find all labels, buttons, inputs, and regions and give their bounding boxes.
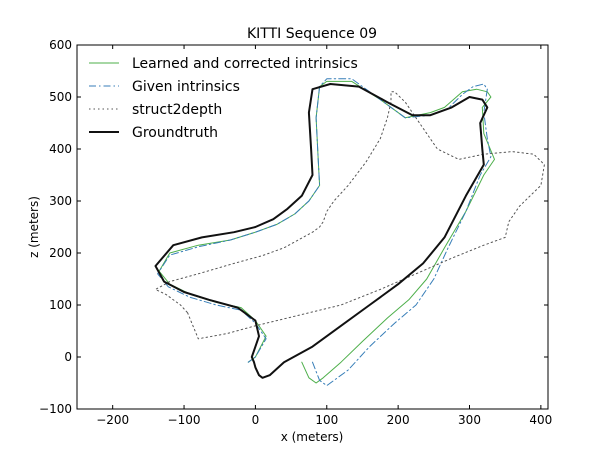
x-tick-label: −100 xyxy=(168,413,201,427)
series-line-3 xyxy=(154,83,489,379)
x-tick-label: 100 xyxy=(315,413,338,427)
legend: Learned and corrected intrinsics Given in… xyxy=(89,56,358,141)
x-tick-label: 200 xyxy=(387,413,410,427)
x-tick-label: 300 xyxy=(458,413,481,427)
legend-label: Groundtruth xyxy=(132,125,218,141)
y-axis-title: z (meters) xyxy=(27,196,41,258)
x-axis-title: x (meters) xyxy=(281,430,344,444)
y-tick-label: 100 xyxy=(49,298,72,312)
series-line-2 xyxy=(155,91,545,340)
legend-label: Learned and corrected intrinsics xyxy=(132,56,358,72)
y-tick-label: 400 xyxy=(49,142,72,156)
plot-area xyxy=(76,44,549,410)
y-tick-label: 0 xyxy=(64,350,72,364)
x-tick-label: 0 xyxy=(252,413,260,427)
series-line-1 xyxy=(157,78,492,387)
y-tick-label: 500 xyxy=(49,90,72,104)
y-tick-label: −100 xyxy=(39,402,72,416)
y-tick-label: 600 xyxy=(49,38,72,52)
chart-title: KITTI Sequence 09 xyxy=(247,26,377,42)
axis-ticks: −200 −100 0 100 200 300 400 −100 0 100 200 300 400 50… xyxy=(39,38,552,427)
y-tick-label: 300 xyxy=(49,194,72,208)
x-tick-label: 400 xyxy=(529,413,552,427)
series-layer xyxy=(154,78,545,387)
legend-label: Given intrinsics xyxy=(132,79,240,95)
legend-label: struct2depth xyxy=(132,102,222,118)
x-tick-label: −200 xyxy=(96,413,129,427)
y-tick-label: 200 xyxy=(49,246,72,260)
